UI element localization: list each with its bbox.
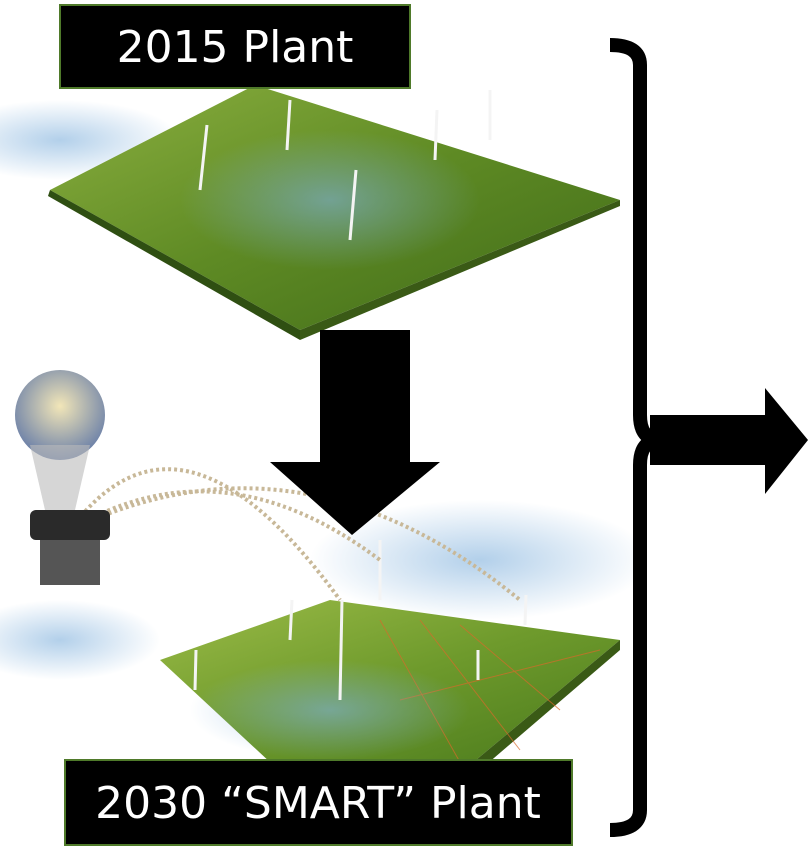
down-arrow: [270, 330, 440, 535]
page: 2015 Plant 2030 “SMART” Plant (() => { c…: [0, 0, 808, 851]
top-terrain: [0, 85, 620, 340]
bottom-label: 2030 “SMART” Plant: [95, 778, 541, 829]
right-arrow: [650, 388, 808, 494]
control-station: [15, 370, 110, 585]
diagram: 2015 Plant 2030 “SMART” Plant: [0, 0, 808, 851]
top-label: 2015 Plant: [117, 22, 354, 73]
